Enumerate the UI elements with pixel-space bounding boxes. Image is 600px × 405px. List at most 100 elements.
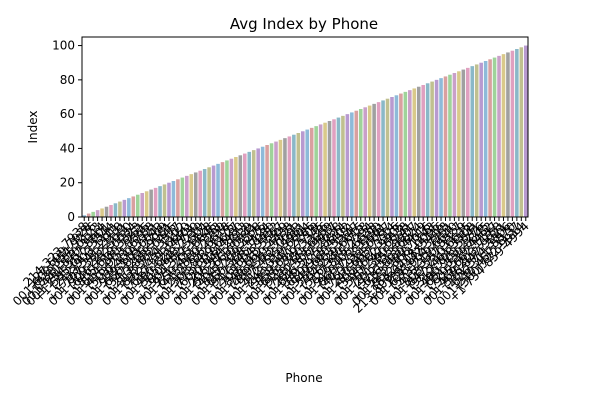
bar (220, 162, 225, 217)
bar (336, 117, 341, 217)
bar (341, 115, 345, 217)
bar (448, 74, 452, 218)
y-tick-label: 20 (60, 176, 75, 190)
bar (100, 208, 104, 217)
bar (247, 151, 252, 217)
bar (171, 181, 176, 217)
bar (412, 88, 417, 218)
bar (153, 187, 158, 217)
y-tick-label: 100 (52, 39, 75, 53)
bar (519, 47, 524, 217)
bar (127, 198, 131, 217)
bar (269, 143, 274, 217)
bar (225, 160, 229, 217)
bar (390, 97, 394, 217)
bar (305, 129, 310, 217)
bar (466, 67, 470, 217)
bar (229, 158, 234, 217)
bar (425, 83, 430, 217)
bar (309, 127, 314, 217)
bar (452, 73, 457, 217)
plot-frame (81, 36, 529, 218)
bar (140, 193, 144, 217)
bar (515, 49, 519, 217)
bar (510, 50, 515, 218)
y-tick-label: 0 (67, 210, 75, 224)
bar (180, 177, 185, 217)
bar (211, 165, 216, 217)
bar (314, 126, 318, 217)
bar (86, 213, 91, 217)
bar (497, 55, 501, 217)
bar (372, 103, 376, 217)
bar (345, 114, 350, 217)
bar (457, 71, 461, 217)
x-axis-label: Phone (285, 371, 322, 385)
bar (135, 194, 140, 217)
bar (332, 119, 336, 217)
bar (243, 153, 247, 217)
bar (95, 210, 100, 217)
bars (82, 45, 528, 218)
bar (323, 122, 327, 217)
bar (430, 81, 434, 217)
bar (149, 189, 153, 217)
bar (274, 141, 278, 217)
bar (479, 62, 483, 218)
bar (394, 95, 399, 217)
bar (506, 52, 510, 218)
bar (189, 174, 194, 217)
y-tick-label: 40 (60, 141, 75, 155)
bar (474, 64, 479, 218)
bar (216, 163, 220, 217)
bar (354, 110, 359, 217)
bar (461, 69, 466, 217)
bar (399, 93, 403, 217)
bar (122, 199, 127, 217)
bar (198, 170, 202, 217)
bar (483, 61, 488, 217)
bar (358, 109, 363, 217)
bar (488, 59, 492, 217)
bar (470, 66, 475, 217)
bar (91, 211, 95, 217)
y-tick-label: 80 (60, 73, 75, 87)
bar (287, 136, 292, 217)
bar (193, 172, 198, 217)
bar (408, 90, 412, 217)
bar (176, 179, 180, 217)
y-axis-label: Index (26, 110, 40, 143)
bar (363, 107, 367, 217)
bar (162, 184, 167, 217)
bar (292, 134, 296, 217)
bar (82, 215, 87, 217)
bar (113, 203, 118, 217)
bar (443, 76, 448, 218)
bar (109, 205, 113, 217)
bar (278, 139, 283, 217)
bar (439, 78, 443, 217)
bar (381, 100, 385, 217)
bar (421, 85, 425, 217)
bar (104, 206, 109, 217)
bar (238, 155, 243, 217)
bar (131, 196, 136, 217)
bar (376, 102, 381, 217)
bar (300, 131, 305, 217)
bar (251, 150, 256, 217)
bar (523, 45, 528, 217)
bar (416, 86, 421, 218)
bar (207, 167, 211, 217)
bar (434, 79, 439, 217)
bar (501, 54, 506, 217)
bar (256, 148, 260, 217)
y-tick-label: 60 (60, 107, 75, 121)
bar (385, 98, 390, 217)
x-axis-ticks: 214-323-7938-127-609-7928001-608-354-927… (10, 217, 532, 316)
bar (260, 146, 265, 217)
bar (283, 138, 287, 217)
bar (158, 186, 162, 217)
bar (296, 133, 301, 217)
